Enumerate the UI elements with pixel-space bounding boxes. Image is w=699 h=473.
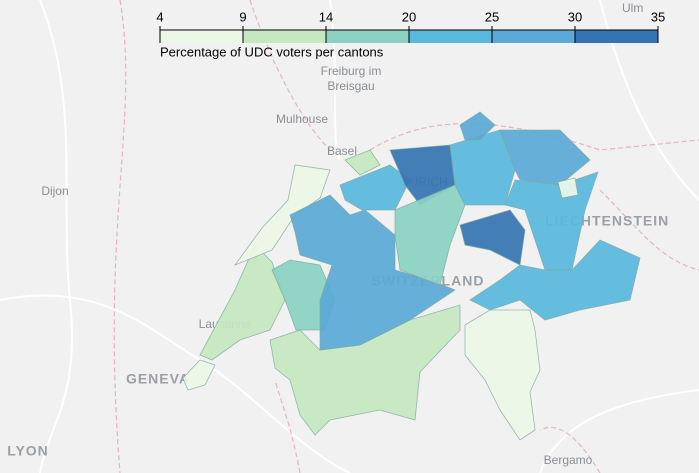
canton [289,194,456,351]
legend-swatch [575,30,658,43]
legend-tick-label: 4 [156,9,163,24]
place-label: Freiburg im [321,64,382,78]
place-label: Basel [327,144,357,158]
canton [344,149,381,176]
legend-swatch [409,30,492,43]
legend-tick-label: 30 [568,9,582,24]
place-label: Breisgau [327,79,374,93]
legend-swatch [492,30,575,43]
legend-tick-label: 25 [485,9,499,24]
place-label: Mulhouse [276,112,328,126]
legend-swatch [160,30,243,43]
legend-title: Percentage of UDC voters per cantons [160,44,384,59]
legend-tick-label: 14 [319,9,333,24]
place-label: Bergamo [544,453,593,467]
place-label: GENEVA [126,371,190,387]
canton [182,359,216,391]
legend-tick-label: 35 [651,9,665,24]
legend-swatch [326,30,409,43]
canton [469,239,641,321]
canton [459,111,496,141]
canton [233,164,331,266]
legend-tick-label: 20 [402,9,416,24]
place-label: Dijon [41,184,68,198]
place-label: LYON [7,443,49,459]
canton [464,309,541,441]
legend-tick-label: 9 [239,9,246,24]
place-label: Ulm [622,1,643,15]
legend-swatch [243,30,326,43]
canton [557,177,579,199]
